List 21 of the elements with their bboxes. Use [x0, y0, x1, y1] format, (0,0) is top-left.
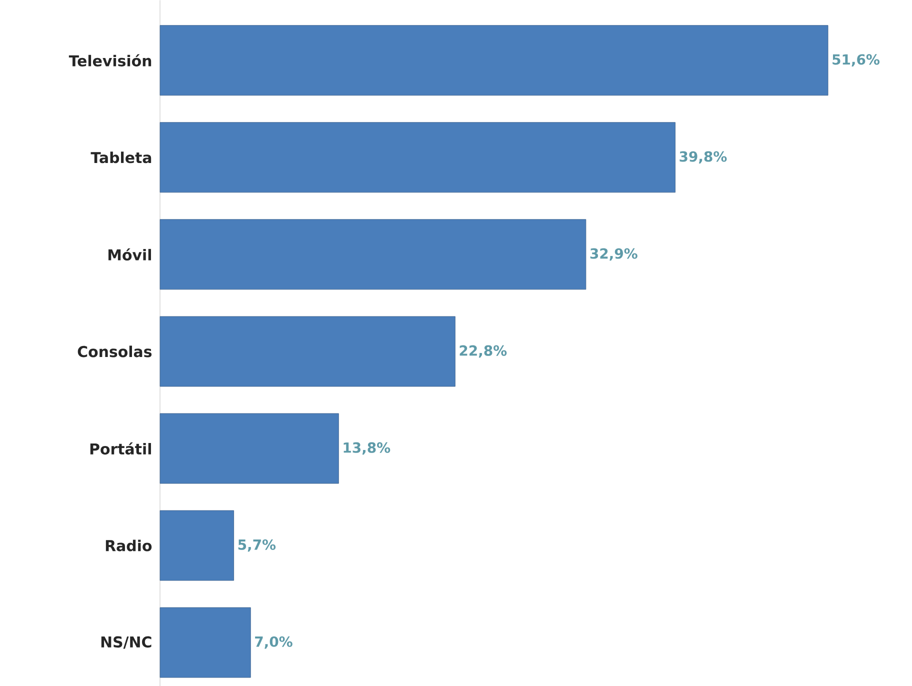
y-tick-label: Consolas	[78, 345, 152, 358]
y-tick-label: Televisión	[68, 54, 152, 66]
data-label: 51,6%	[832, 54, 880, 66]
y-tick-label: NS/NC	[101, 636, 152, 649]
bar	[160, 316, 456, 386]
data-label: 32,9%	[590, 248, 638, 260]
bar	[160, 510, 234, 581]
bar	[160, 413, 339, 484]
bar	[160, 219, 586, 290]
bar	[160, 607, 251, 678]
y-tick-label: Tableta	[90, 151, 152, 163]
y-tick-label: Radio	[106, 540, 152, 552]
bar	[160, 122, 676, 192]
y-tick-label: Portátil	[90, 442, 151, 454]
data-label: 13,8%	[344, 442, 390, 454]
data-label: 22,8%	[460, 345, 507, 358]
data-label: 7,0%	[255, 636, 292, 649]
bar	[160, 24, 828, 96]
data-label: 5,7%	[238, 539, 276, 552]
data-label: 39,8%	[680, 151, 727, 164]
y-tick-label: Móvil	[108, 248, 151, 260]
